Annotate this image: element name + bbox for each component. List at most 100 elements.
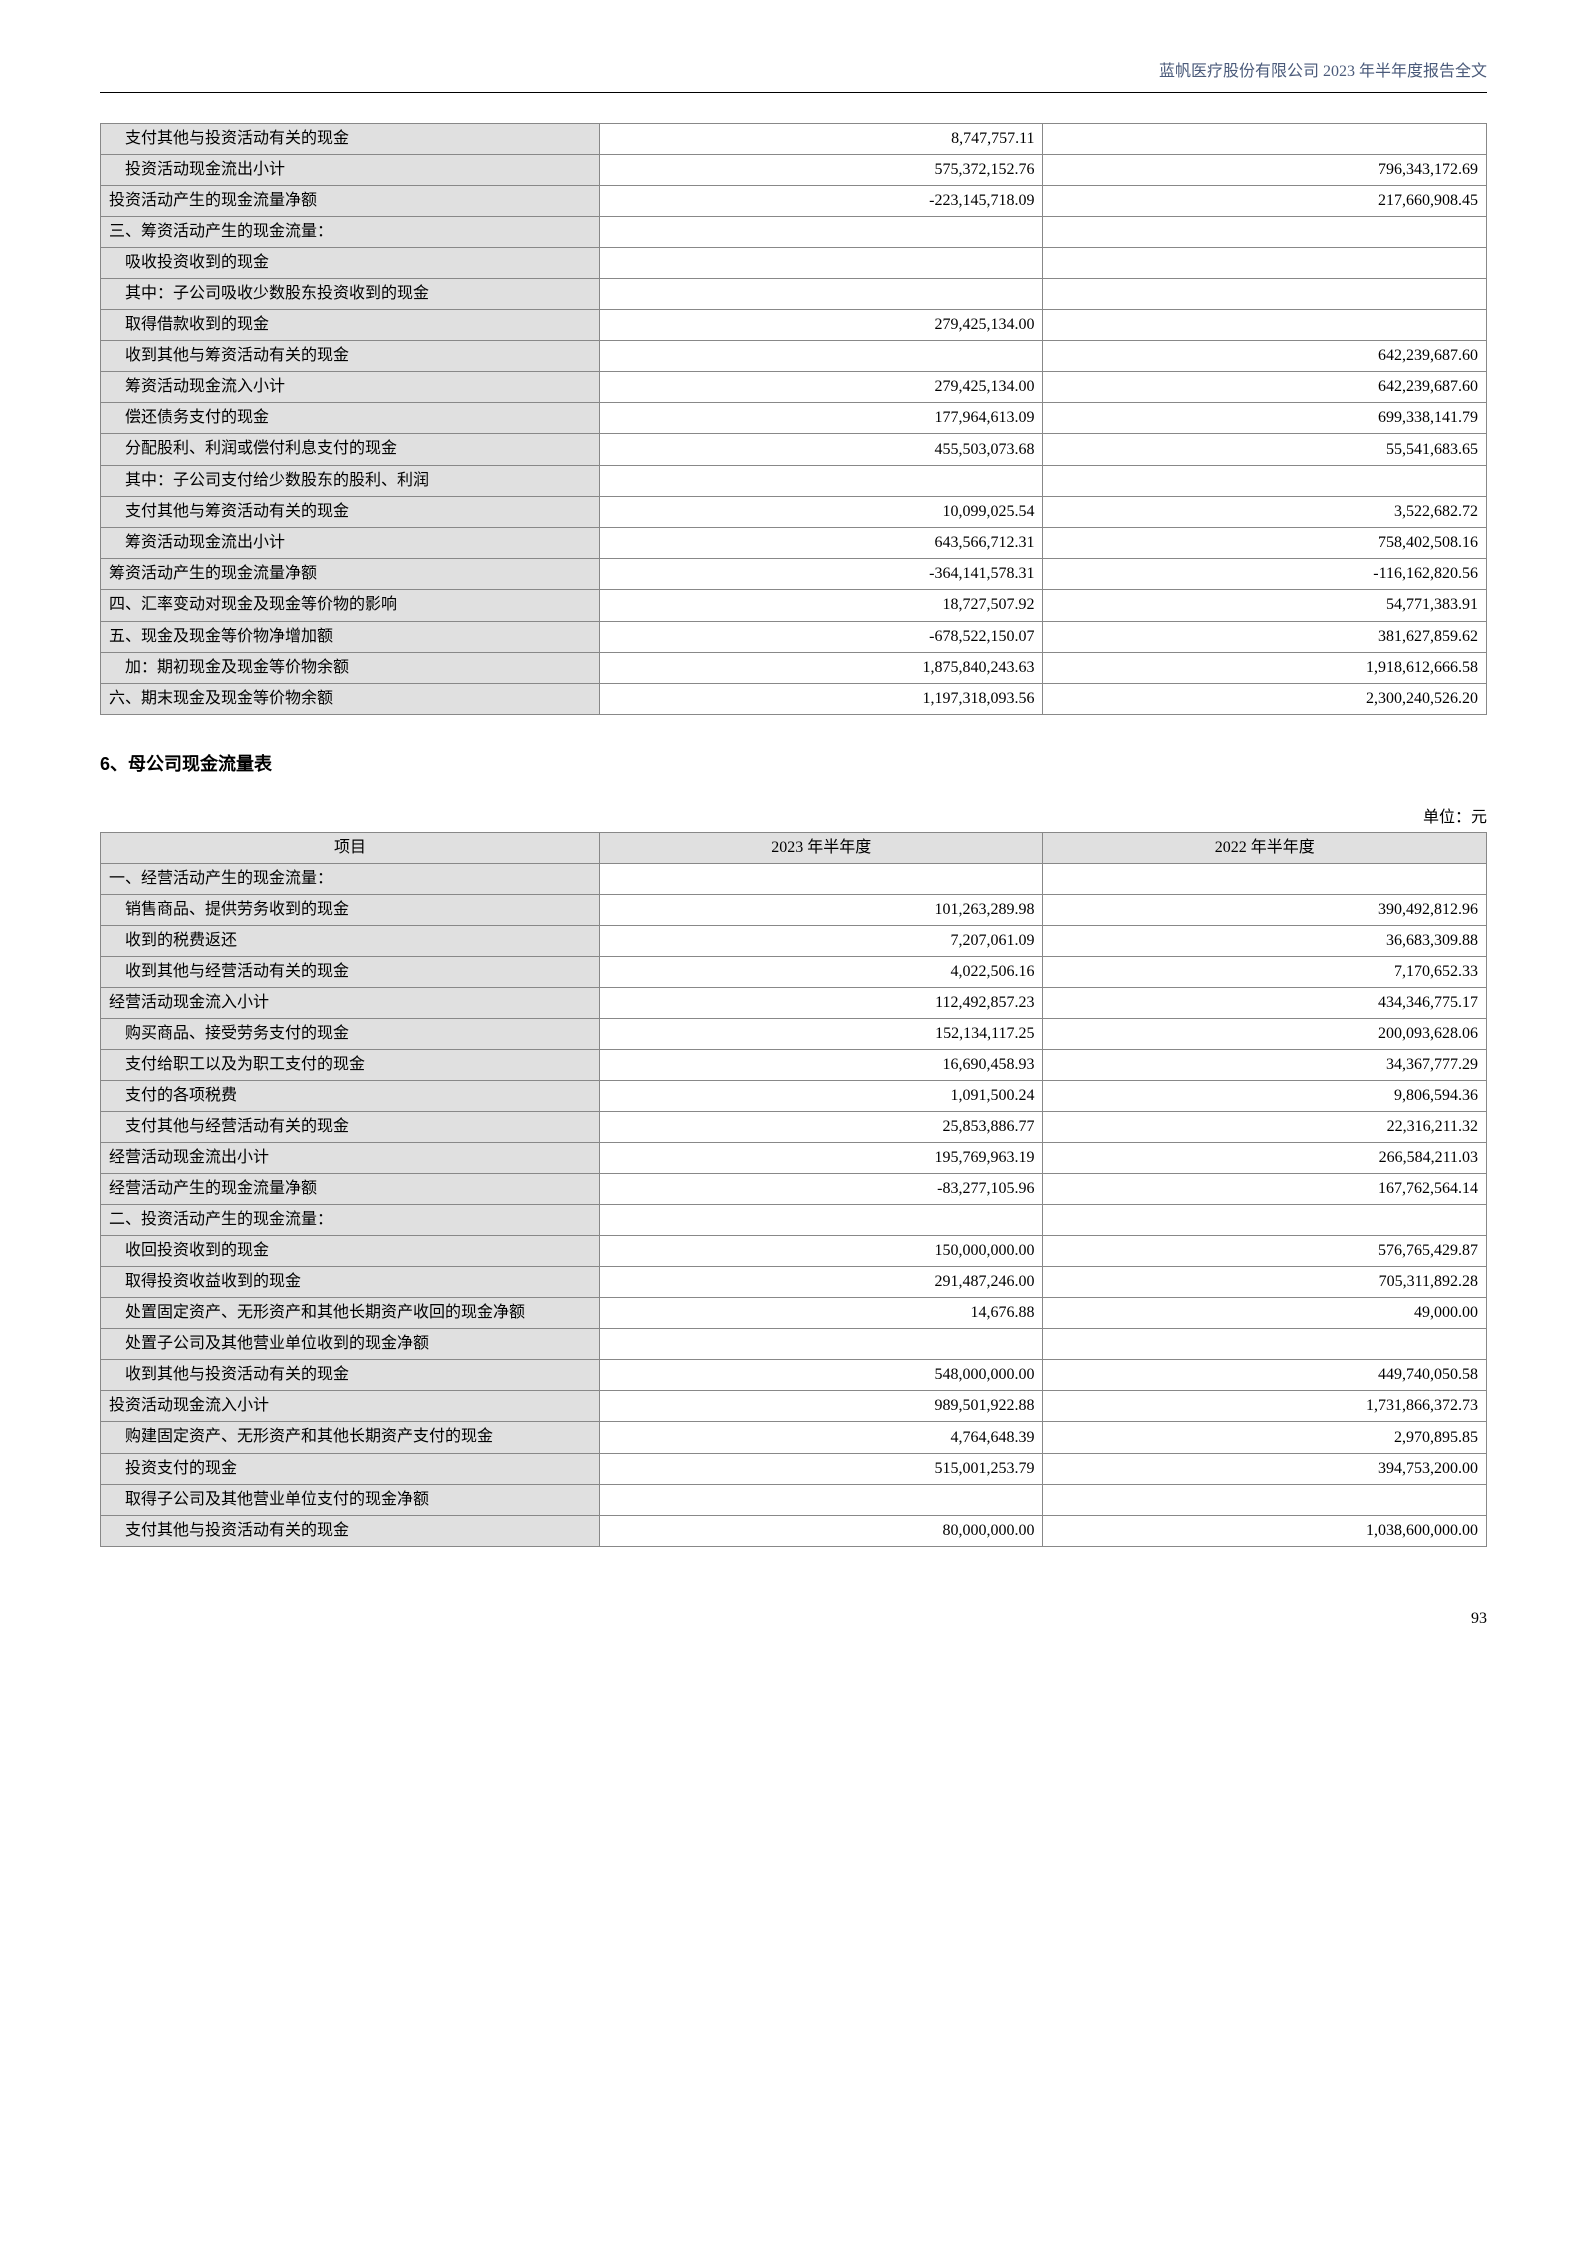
- row-label: 收到其他与投资活动有关的现金: [101, 1360, 600, 1391]
- row-label: 偿还债务支付的现金: [101, 403, 600, 434]
- table-row: 筹资活动现金流出小计643,566,712.31758,402,508.16: [101, 528, 1487, 559]
- row-value-current: [599, 465, 1043, 496]
- table-row: 筹资活动现金流入小计279,425,134.00642,239,687.60: [101, 372, 1487, 403]
- row-label: 支付给职工以及为职工支付的现金: [101, 1049, 600, 1080]
- row-value-current: 25,853,886.77: [599, 1111, 1043, 1142]
- row-value-prior: 49,000.00: [1043, 1297, 1487, 1328]
- row-value-prior: [1043, 310, 1487, 341]
- table-row: 支付其他与投资活动有关的现金8,747,757.11: [101, 124, 1487, 155]
- row-label: 收到其他与筹资活动有关的现金: [101, 341, 600, 372]
- row-value-current: 575,372,152.76: [599, 155, 1043, 186]
- row-value-prior: [1043, 1328, 1487, 1359]
- row-value-current: 16,690,458.93: [599, 1049, 1043, 1080]
- row-label: 筹资活动产生的现金流量净额: [101, 559, 600, 590]
- row-value-prior: [1043, 124, 1487, 155]
- table-row: 其中：子公司支付给少数股东的股利、利润: [101, 465, 1487, 496]
- table-row: 取得子公司及其他营业单位支付的现金净额: [101, 1484, 1487, 1515]
- row-label: 销售商品、提供劳务收到的现金: [101, 894, 600, 925]
- table-row: 投资活动现金流入小计989,501,922.881,731,866,372.73: [101, 1391, 1487, 1422]
- row-label: 投资支付的现金: [101, 1453, 600, 1484]
- row-label: 支付其他与投资活动有关的现金: [101, 1516, 600, 1547]
- row-value-current: 548,000,000.00: [599, 1360, 1043, 1391]
- row-value-prior: 200,093,628.06: [1043, 1018, 1487, 1049]
- unit-label: 单位：元: [100, 806, 1487, 830]
- row-value-prior: 394,753,200.00: [1043, 1453, 1487, 1484]
- row-value-prior: 22,316,211.32: [1043, 1111, 1487, 1142]
- row-value-current: [599, 1484, 1043, 1515]
- row-value-prior: 36,683,309.88: [1043, 925, 1487, 956]
- row-value-current: 152,134,117.25: [599, 1018, 1043, 1049]
- table-row: 经营活动现金流入小计112,492,857.23434,346,775.17: [101, 987, 1487, 1018]
- row-value-current: 80,000,000.00: [599, 1516, 1043, 1547]
- row-value-current: [599, 1328, 1043, 1359]
- row-value-current: -223,145,718.09: [599, 186, 1043, 217]
- table-row: 投资支付的现金515,001,253.79394,753,200.00: [101, 1453, 1487, 1484]
- col-header-item: 项目: [101, 832, 600, 863]
- table-row: 经营活动现金流出小计195,769,963.19266,584,211.03: [101, 1142, 1487, 1173]
- row-value-prior: [1043, 248, 1487, 279]
- row-label: 一、经营活动产生的现金流量：: [101, 863, 600, 894]
- row-value-prior: -116,162,820.56: [1043, 559, 1487, 590]
- table-row: 收回投资收到的现金150,000,000.00576,765,429.87: [101, 1235, 1487, 1266]
- table-row: 处置固定资产、无形资产和其他长期资产收回的现金净额14,676.8849,000…: [101, 1297, 1487, 1328]
- row-label: 四、汇率变动对现金及现金等价物的影响: [101, 590, 600, 621]
- row-label: 分配股利、利润或偿付利息支付的现金: [101, 434, 600, 465]
- row-value-current: -364,141,578.31: [599, 559, 1043, 590]
- row-value-current: 101,263,289.98: [599, 894, 1043, 925]
- row-label: 二、投资活动产生的现金流量：: [101, 1204, 600, 1235]
- row-value-prior: [1043, 1204, 1487, 1235]
- row-value-current: 7,207,061.09: [599, 925, 1043, 956]
- cash-flow-table-1: 支付其他与投资活动有关的现金8,747,757.11 投资活动现金流出小计575…: [100, 123, 1487, 715]
- row-value-prior: 381,627,859.62: [1043, 621, 1487, 652]
- row-value-prior: 1,731,866,372.73: [1043, 1391, 1487, 1422]
- row-label: 收到其他与经营活动有关的现金: [101, 956, 600, 987]
- row-value-prior: 449,740,050.58: [1043, 1360, 1487, 1391]
- row-value-current: 18,727,507.92: [599, 590, 1043, 621]
- row-value-prior: 1,038,600,000.00: [1043, 1516, 1487, 1547]
- table-row: 投资活动产生的现金流量净额-223,145,718.09217,660,908.…: [101, 186, 1487, 217]
- row-value-prior: 642,239,687.60: [1043, 372, 1487, 403]
- row-value-current: [599, 863, 1043, 894]
- row-value-prior: 167,762,564.14: [1043, 1173, 1487, 1204]
- row-value-current: 279,425,134.00: [599, 310, 1043, 341]
- row-value-prior: 55,541,683.65: [1043, 434, 1487, 465]
- table-row: 处置子公司及其他营业单位收到的现金净额: [101, 1328, 1487, 1359]
- row-value-prior: 2,300,240,526.20: [1043, 683, 1487, 714]
- row-label: 经营活动产生的现金流量净额: [101, 1173, 600, 1204]
- table-row: 五、现金及现金等价物净增加额-678,522,150.07381,627,859…: [101, 621, 1487, 652]
- table-row: 收到的税费返还7,207,061.0936,683,309.88: [101, 925, 1487, 956]
- row-label: 加：期初现金及现金等价物余额: [101, 652, 600, 683]
- table-row: 支付给职工以及为职工支付的现金16,690,458.9334,367,777.2…: [101, 1049, 1487, 1080]
- section-title-parent-cashflow: 6、母公司现金流量表: [100, 751, 1487, 778]
- row-value-current: 8,747,757.11: [599, 124, 1043, 155]
- row-label: 处置固定资产、无形资产和其他长期资产收回的现金净额: [101, 1297, 600, 1328]
- row-value-current: 279,425,134.00: [599, 372, 1043, 403]
- row-value-prior: 266,584,211.03: [1043, 1142, 1487, 1173]
- page-header: 蓝帆医疗股份有限公司 2023 年半年度报告全文: [100, 60, 1487, 93]
- table-row: 收到其他与投资活动有关的现金548,000,000.00449,740,050.…: [101, 1360, 1487, 1391]
- row-label: 其中：子公司吸收少数股东投资收到的现金: [101, 279, 600, 310]
- row-value-prior: 796,343,172.69: [1043, 155, 1487, 186]
- table-row: 六、期末现金及现金等价物余额1,197,318,093.562,300,240,…: [101, 683, 1487, 714]
- row-value-prior: 54,771,383.91: [1043, 590, 1487, 621]
- row-label: 收到的税费返还: [101, 925, 600, 956]
- row-value-current: 515,001,253.79: [599, 1453, 1043, 1484]
- row-label: 六、期末现金及现金等价物余额: [101, 683, 600, 714]
- table-row: 支付的各项税费1,091,500.249,806,594.36: [101, 1080, 1487, 1111]
- row-value-current: 112,492,857.23: [599, 987, 1043, 1018]
- row-value-current: 1,091,500.24: [599, 1080, 1043, 1111]
- row-label: 筹资活动现金流入小计: [101, 372, 600, 403]
- row-value-prior: 3,522,682.72: [1043, 497, 1487, 528]
- table-row: 三、筹资活动产生的现金流量：: [101, 217, 1487, 248]
- row-value-prior: 705,311,892.28: [1043, 1266, 1487, 1297]
- row-label: 五、现金及现金等价物净增加额: [101, 621, 600, 652]
- table-row: 取得投资收益收到的现金291,487,246.00705,311,892.28: [101, 1266, 1487, 1297]
- row-value-current: [599, 248, 1043, 279]
- table-row: 取得借款收到的现金279,425,134.00: [101, 310, 1487, 341]
- row-label: 取得投资收益收到的现金: [101, 1266, 600, 1297]
- row-value-prior: 34,367,777.29: [1043, 1049, 1487, 1080]
- table-row: 二、投资活动产生的现金流量：: [101, 1204, 1487, 1235]
- table-row: 购建固定资产、无形资产和其他长期资产支付的现金4,764,648.392,970…: [101, 1422, 1487, 1453]
- table-row: 支付其他与经营活动有关的现金25,853,886.7722,316,211.32: [101, 1111, 1487, 1142]
- table-row: 四、汇率变动对现金及现金等价物的影响18,727,507.9254,771,38…: [101, 590, 1487, 621]
